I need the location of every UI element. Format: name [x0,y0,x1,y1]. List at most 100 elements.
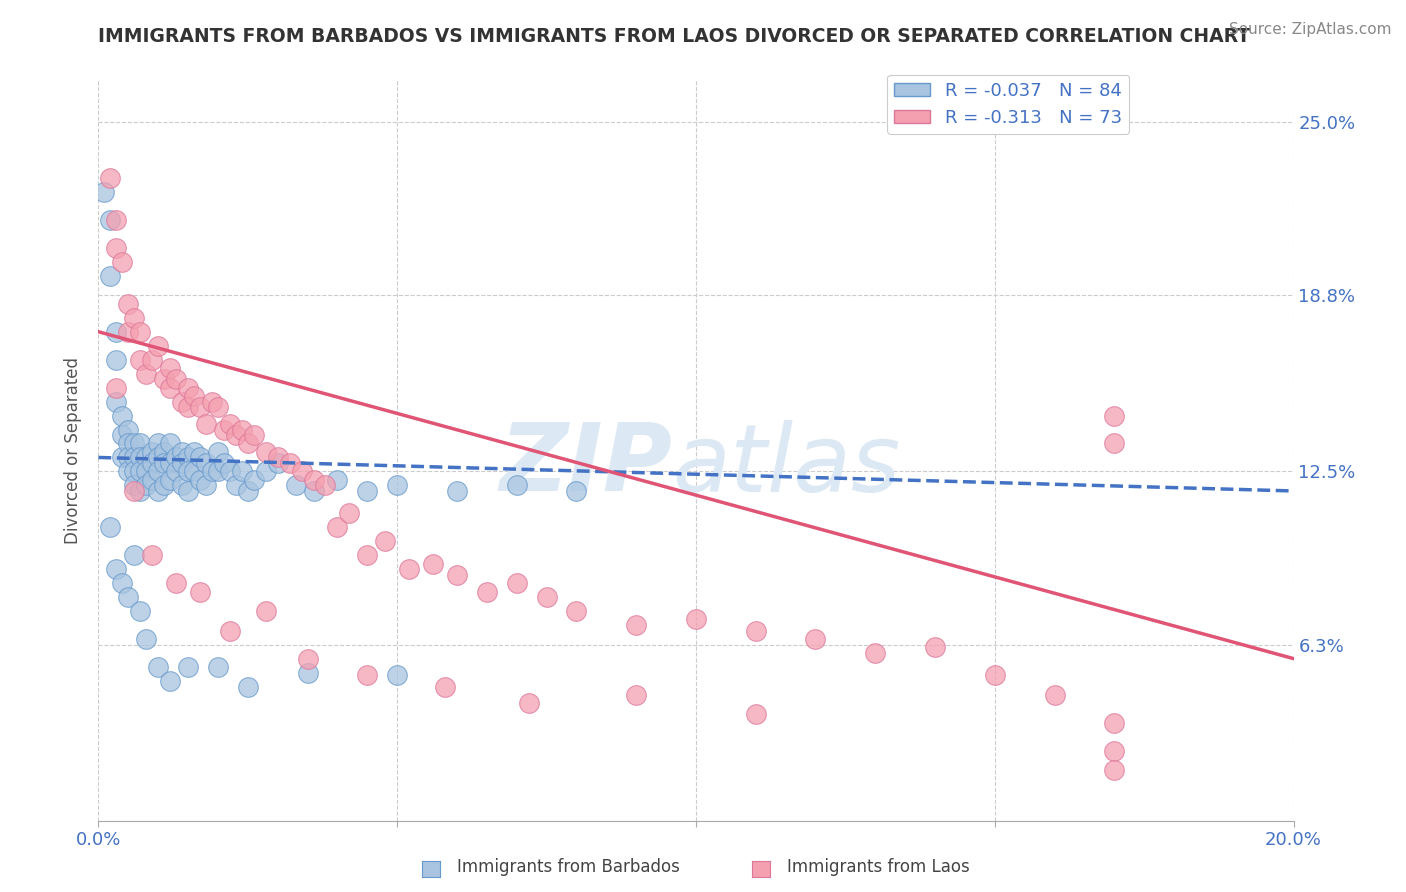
Point [231,423,253,437]
Point [536,590,558,604]
Point [153,372,176,386]
Point [183,445,205,459]
Point [315,478,337,492]
Point [207,400,229,414]
Point [105,562,128,576]
Point [129,436,152,450]
Point [219,624,242,638]
Point [225,478,247,492]
Point [626,688,648,702]
Point [159,473,181,487]
Point [135,367,157,381]
Point [231,464,253,478]
Point [1104,744,1126,758]
Point [207,464,229,478]
Point [124,464,146,478]
Point [219,464,242,478]
Point [159,381,181,395]
Point [207,445,229,459]
Point [117,464,139,478]
Point [374,534,396,549]
Point [356,548,378,562]
Point [1043,688,1066,702]
Point [626,618,648,632]
Point [924,640,946,655]
Point [98,213,122,227]
Point [105,352,128,367]
Point [141,473,163,487]
Point [385,668,409,682]
Point [165,372,187,386]
Point [446,567,468,582]
Point [188,450,211,465]
Point [195,478,218,492]
Point [302,483,325,498]
Point [225,428,247,442]
Point [284,478,307,492]
Point [302,473,325,487]
Point [804,632,827,646]
Point [98,268,122,283]
Point [183,464,205,478]
Point [188,584,211,599]
Point [135,464,157,478]
Point [236,680,259,694]
Point [129,604,152,618]
Point [1104,715,1126,730]
Point [124,548,146,562]
Point [124,450,146,465]
Point [422,557,444,571]
Point [105,213,128,227]
Point [278,456,301,470]
Point [129,450,152,465]
Point [124,436,146,450]
Point [745,624,768,638]
Point [172,445,194,459]
Point [685,612,707,626]
Point [183,389,205,403]
Point [475,584,498,599]
Point [984,668,1007,682]
Point [254,604,277,618]
Point [148,660,170,674]
Point [124,483,146,498]
Point [98,520,122,534]
Point [291,464,314,478]
Point [434,680,457,694]
Point [148,450,170,465]
Y-axis label: Divorced or Separated: Divorced or Separated [65,357,83,544]
Point [111,409,134,423]
Point [141,548,163,562]
Point [153,445,176,459]
Point [153,478,176,492]
Point [129,483,152,498]
Point [1104,409,1126,423]
Point [565,604,588,618]
Point [105,325,128,339]
Point [243,428,266,442]
Point [111,450,134,465]
Point [141,456,163,470]
Point [177,450,200,465]
Point [236,483,259,498]
Point [506,478,529,492]
Point [105,394,128,409]
Point [159,436,181,450]
Point [565,483,588,498]
Point [105,241,128,255]
Point [177,381,200,395]
Point [117,325,139,339]
Point [195,417,218,431]
Point [117,590,139,604]
Text: IMMIGRANTS FROM BARBADOS VS IMMIGRANTS FROM LAOS DIVORCED OR SEPARATED CORRELATI: IMMIGRANTS FROM BARBADOS VS IMMIGRANTS F… [98,27,1250,45]
Point [201,394,224,409]
Point [148,436,170,450]
Point [339,506,361,520]
Point [177,400,200,414]
Point [195,456,218,470]
Point [219,417,242,431]
Text: Immigrants from Barbados: Immigrants from Barbados [457,858,681,876]
Point [141,352,163,367]
Point [93,185,115,199]
Point [212,456,235,470]
